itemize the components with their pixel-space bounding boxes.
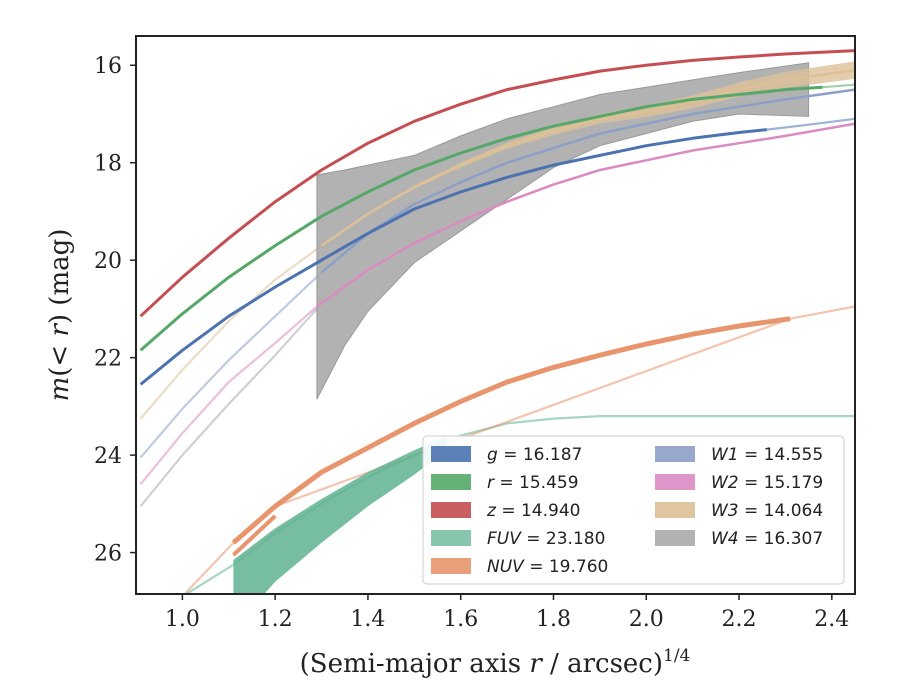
series-g-extension xyxy=(767,119,855,130)
legend: g = 16.187 r = 15.459 z = 14.940 FUV = 23.1… xyxy=(423,436,844,584)
legend-swatch-w1 xyxy=(655,446,695,462)
x-tick-label: 1.8 xyxy=(536,607,571,632)
x-tick-label: 1.0 xyxy=(165,607,200,632)
x-tick-label: 1.4 xyxy=(350,607,385,632)
y-tick-label: 22 xyxy=(94,347,122,372)
series-w4-band xyxy=(317,63,809,399)
legend-swatch-r xyxy=(431,474,471,490)
x-tick-label: 1.2 xyxy=(258,607,293,632)
legend-label-nuv: NUV = 19.760 xyxy=(487,557,608,577)
legend-label-fuv: FUV = 23.180 xyxy=(487,529,605,549)
x-tick-label: 2.4 xyxy=(814,607,849,632)
magnitude-profile-chart: 1.0 1.2 1.4 1.6 1.8 2.0 2.2 2.4 16 18 20 22 24 26 (Se… xyxy=(0,0,900,700)
chart-root: 1.0 1.2 1.4 1.6 1.8 2.0 2.2 2.4 16 18 20 22 24 26 (Se… xyxy=(0,0,900,700)
y-axis-label: m(< r) (mag) xyxy=(45,229,75,402)
series-w2-extension xyxy=(141,307,317,485)
legend-swatch-w2 xyxy=(655,474,695,490)
legend-label-r: r = 15.459 xyxy=(487,473,579,493)
legend-swatch-g xyxy=(431,446,471,462)
series-r-line xyxy=(141,87,823,350)
y-tick-label: 24 xyxy=(94,444,122,469)
y-tick-label: 20 xyxy=(94,249,122,274)
legend-swatch-z xyxy=(431,502,471,518)
series-w4-extension xyxy=(141,309,317,506)
legend-label-w4: W4 = 16.307 xyxy=(711,529,823,549)
legend-swatch-nuv xyxy=(431,558,471,574)
legend-label-w2: W2 = 15.179 xyxy=(711,473,823,493)
y-tick-label: 18 xyxy=(94,152,122,177)
legend-swatch-w3 xyxy=(655,502,695,518)
legend-swatch-w4 xyxy=(655,530,695,546)
legend-label-w3: W3 = 14.064 xyxy=(711,501,823,521)
y-tick-label: 26 xyxy=(94,542,122,567)
y-tick-label: 16 xyxy=(94,54,122,79)
series-w3-extension xyxy=(141,246,322,419)
series-r-extension xyxy=(823,85,856,88)
legend-swatch-fuv xyxy=(431,530,471,546)
legend-label-g: g = 16.187 xyxy=(487,445,582,465)
x-tick-label: 2.0 xyxy=(629,607,664,632)
x-axis-label: (Semi-major axis r / arcsec)1/4 xyxy=(300,646,691,679)
x-tick-label: 2.2 xyxy=(722,607,757,632)
x-tick-label: 1.6 xyxy=(443,607,478,632)
legend-label-w1: W1 = 14.555 xyxy=(711,445,823,465)
legend-label-z: z = 14.940 xyxy=(486,501,580,521)
series-w1-extension xyxy=(141,272,322,457)
